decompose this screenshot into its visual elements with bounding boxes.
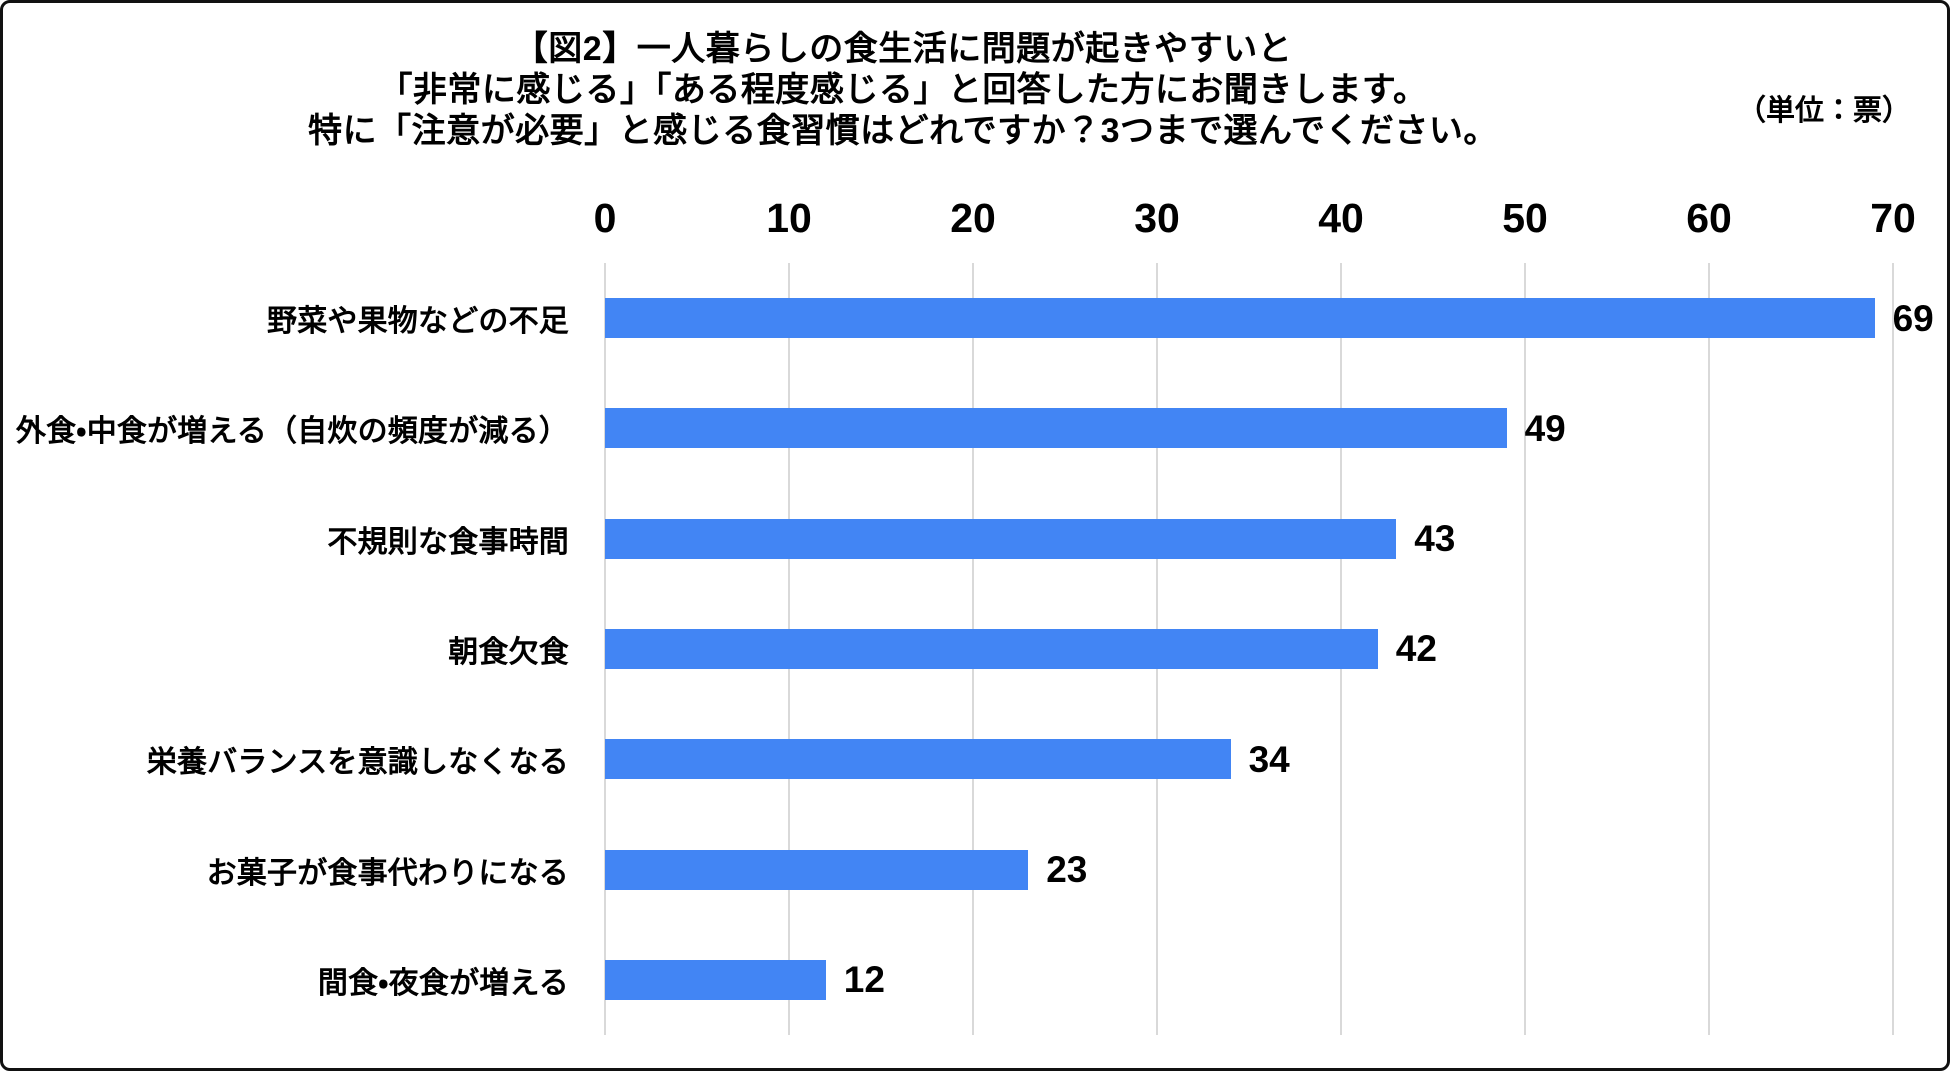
- bar-row: 34: [605, 704, 1893, 814]
- gridline: [1708, 263, 1710, 1035]
- bar-row: 43: [605, 484, 1893, 594]
- chart-title-line-1: 【図2】一人暮らしの食生活に問題が起きやすいと: [513, 30, 1293, 68]
- bar-value-label: 43: [1414, 518, 1456, 560]
- bar: [605, 739, 1231, 780]
- category-label: 野菜や果物などの不足: [267, 305, 569, 339]
- bar: [605, 298, 1875, 339]
- x-tick-label: 60: [1686, 195, 1732, 241]
- unit-label: （単位：票）: [1736, 95, 1911, 127]
- plot-area: 69 49 43 42 34 23 12: [604, 263, 1934, 1035]
- bar-row: 42: [605, 594, 1893, 704]
- category-label: 外食・中食が増える（自炊の頻度が減る）: [15, 415, 569, 449]
- bar: [605, 628, 1378, 669]
- chart-title-line-3: 特に「注意が必要」と感じる食習慣はどれですか？3つまで選んでください。: [308, 112, 1498, 150]
- bar: [605, 959, 826, 1000]
- x-tick-label: 20: [950, 195, 996, 241]
- gridline: [1892, 263, 1894, 1035]
- category-label: 栄養バランスを意識しなくなる: [146, 746, 569, 780]
- category-label: 間食・夜食が増える: [317, 966, 569, 1000]
- x-tick-label: 70: [1870, 195, 1916, 241]
- bar-row: 49: [605, 373, 1893, 483]
- bar: [605, 849, 1029, 890]
- x-tick-label: 30: [1134, 195, 1180, 241]
- x-tick-label: 10: [766, 195, 812, 241]
- category-label: お菓子が食事代わりになる: [206, 856, 569, 890]
- bar-value-label: 23: [1046, 849, 1088, 891]
- bar-value-label: 42: [1395, 628, 1437, 670]
- x-axis: 0 10 20 30 40 50 60 70: [594, 195, 1916, 247]
- bar-row: 12: [605, 925, 1893, 1035]
- gridline: [1524, 263, 1526, 1035]
- chart-title-line-2: 「非常に感じる」「ある程度感じる」と回答した方にお聞きします。: [378, 71, 1428, 109]
- chart-title: 【図2】一人暮らしの食生活に問題が起きやすいと 「非常に感じる」「ある程度感じる…: [3, 29, 1803, 152]
- category-axis: 野菜や果物などの不足外食・中食が増える（自炊の頻度が減る） 不規則な食事時間朝食欠…: [3, 263, 587, 1035]
- x-tick-label: 40: [1318, 195, 1364, 241]
- category-label: 朝食欠食: [448, 635, 569, 669]
- x-tick-label: 0: [593, 195, 617, 241]
- bar-value-label: 69: [1892, 297, 1934, 339]
- bar-value-label: 34: [1248, 738, 1290, 780]
- bar-value-label: 12: [843, 959, 885, 1001]
- bar-value-label: 49: [1524, 407, 1566, 449]
- bar-row: 23: [605, 814, 1893, 924]
- x-tick-label: 50: [1502, 195, 1548, 241]
- bar-row: 69: [605, 263, 1934, 373]
- bar: [605, 408, 1507, 449]
- bar: [605, 518, 1397, 559]
- category-label: 不規則な食事時間: [327, 525, 569, 559]
